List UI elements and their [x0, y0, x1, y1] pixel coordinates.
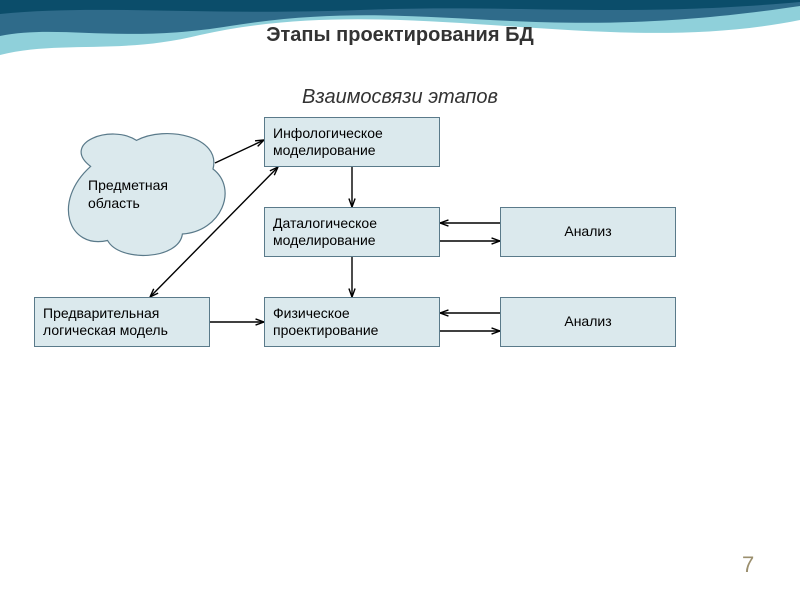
- node-prelim: Предварительная логическая модель: [34, 297, 210, 347]
- page-title: Этапы проектирования БД: [0, 24, 800, 47]
- node-analysis2: Анализ: [500, 297, 676, 347]
- page-subtitle: Взаимосвязи этапов: [0, 86, 800, 109]
- node-physical: Физическое проектирование: [264, 297, 440, 347]
- node-infological: Инфологическое моделирование: [264, 117, 440, 167]
- page-number: 7: [742, 552, 754, 578]
- cloud-domain-label: Предметнаяобласть: [88, 176, 168, 212]
- node-datalogical: Даталогическое моделирование: [264, 207, 440, 257]
- node-analysis1: Анализ: [500, 207, 676, 257]
